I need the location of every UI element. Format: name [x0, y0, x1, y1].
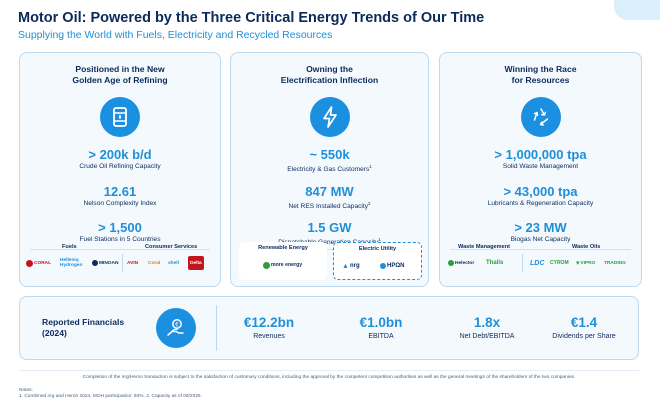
refining-capacity-metric: > 200k b/d Crude Oil Refining Capacity	[79, 147, 161, 170]
panel-divider	[241, 249, 418, 250]
avin-logo: AVIN	[127, 260, 139, 266]
solid-waste-metric: > 1,000,000 tpa Solid Waste Management	[494, 147, 587, 170]
helector-logo: Helector	[448, 256, 474, 270]
electric-utility-box: Electric Utility ▲ nrg HPΩN	[333, 242, 422, 280]
recycle-icon	[520, 97, 561, 137]
panel-divider	[450, 249, 631, 250]
nrg-logo: ▲ nrg	[342, 262, 360, 270]
heron-icon	[380, 263, 386, 269]
thalis-logo: Thalis	[486, 260, 504, 266]
electrification-heading: Owning the Electrification Inflection	[280, 64, 379, 85]
shell-logo: shell	[168, 260, 179, 266]
financials-panel: Reported Financials (2024) € €12.2bn Rev…	[19, 296, 639, 360]
lightning-icon	[309, 97, 350, 137]
refining-heading: Positioned in the New Golden Age of Refi…	[72, 64, 168, 85]
minoan-logo: MINOAN	[92, 256, 118, 270]
resources-panel: Winning the Race for Resources > 1,000,0…	[439, 52, 642, 287]
helector-icon	[448, 260, 454, 266]
corner-decoration	[614, 0, 660, 20]
trading-logo: TRADING	[604, 260, 626, 266]
disclaimer-text: Completion of the nrg/Heron transaction …	[19, 370, 639, 380]
ldc-logo: LDC	[530, 259, 545, 267]
footnotes: Notes: 1. Combined nrg and Heron 2024, M…	[19, 388, 202, 399]
fuels-label: Fuels	[62, 244, 77, 250]
heron-logo: HPΩN	[380, 259, 404, 273]
ebitda-metric: €1.0bn EBITDA	[359, 315, 403, 340]
more-energy-icon	[263, 261, 270, 269]
page-title: Motor Oil: Powered by the Three Critical…	[18, 10, 485, 26]
biogas-metric: > 23 MW Biogas Net Capacity	[510, 220, 571, 243]
revenues-metric: €12.2bn Revenues	[243, 315, 295, 340]
lubricants-metric: > 43,000 tpa Lubricants & Regeneration C…	[487, 184, 594, 207]
waste-oils-label: Waste Oils	[572, 244, 601, 250]
waste-management-label: Waste Management	[458, 244, 511, 250]
logo-separator	[122, 254, 123, 272]
financials-separator	[216, 305, 217, 351]
electrification-panel: Owning the Electrification Inflection ~ …	[230, 52, 429, 287]
oil-barrel-icon	[100, 97, 140, 137]
cyrom-logo: CYROM	[550, 260, 569, 266]
delta-logo: Delta	[188, 256, 204, 270]
refining-logos: Fuels CORAL Helleniq Hydrogen MINOAN Con…	[26, 244, 214, 278]
coral-shop-logo: Coral	[148, 260, 161, 266]
financials-title: Reported Financials (2024)	[42, 317, 125, 338]
nelson-index-metric: 12.61 Nelson Complexity Index	[83, 184, 157, 207]
dispatchable-capacity-metric: 1.5 GW Dispatchable Generation Capacity1	[278, 220, 381, 247]
svg-text:€: €	[175, 321, 179, 328]
resources-heading: Winning the Race for Resources	[504, 64, 577, 85]
fuel-stations-metric: > 1,500 Fuel Stations in 5 Countries	[79, 220, 161, 243]
panel-divider	[30, 249, 210, 250]
res-capacity-metric: 847 MW Net RES Installed Capacity2	[288, 184, 371, 211]
coral-icon	[26, 259, 33, 267]
resources-logos: Waste Management Helector Thalis Waste O…	[446, 244, 635, 278]
renewable-energy-box: Renewable Energy more energy	[239, 242, 327, 280]
customers-metric: ~ 550k Electricity & Gas Customers1	[287, 147, 372, 174]
refining-panel: Positioned in the New Golden Age of Refi…	[19, 52, 221, 287]
dividends-metric: €1.4 Dividends per Share	[552, 315, 616, 340]
more-energy-logo: more energy	[263, 258, 302, 272]
net-debt-ebitda-metric: 1.8x Net Debt/EBITDA	[459, 315, 515, 340]
coral-logo: CORAL	[26, 256, 51, 270]
page-subtitle: Supplying the World with Fuels, Electric…	[18, 29, 333, 41]
vipro-logo: ▾ VIPRO	[576, 260, 596, 267]
logo-separator	[522, 254, 523, 272]
money-hand-icon: €	[156, 308, 196, 348]
minoan-icon	[92, 260, 98, 266]
helleniq-hydrogen-logo: Helleniq Hydrogen	[60, 258, 83, 268]
consumer-services-label: Consumer Services	[145, 244, 198, 250]
